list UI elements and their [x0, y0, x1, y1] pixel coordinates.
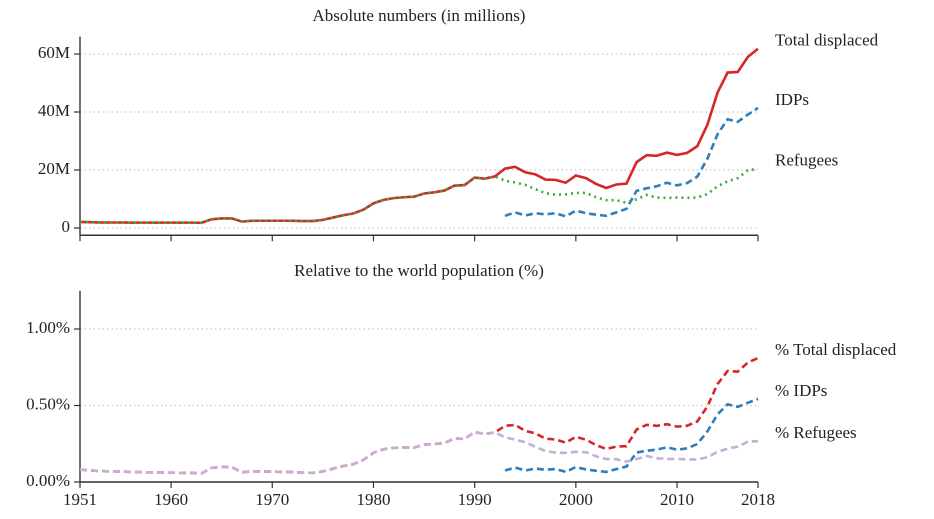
series-line — [79, 47, 759, 225]
chart-title: Relative to the world population (%) — [294, 261, 544, 280]
series-label: % IDPs — [775, 381, 827, 400]
y-tick-label: 0.50% — [26, 394, 70, 413]
x-tick-label: 2000 — [559, 490, 593, 509]
y-tick-label: 60M — [38, 43, 70, 62]
x-tick-label: 1980 — [356, 490, 390, 509]
x-tick-label: 2018 — [741, 490, 775, 509]
y-tick-label: 0 — [62, 217, 71, 236]
x-tick-label: 2010 — [660, 490, 694, 509]
y-tick-label: 20M — [38, 159, 70, 178]
series-label: IDPs — [775, 90, 809, 109]
x-tick-label: 1970 — [255, 490, 289, 509]
series-label: Refugees — [775, 151, 838, 170]
x-tick-label: 1990 — [458, 490, 492, 509]
chart-title: Absolute numbers (in millions) — [313, 6, 526, 25]
x-tick-label: 1960 — [154, 490, 188, 509]
series-line — [79, 430, 759, 475]
series-line — [504, 397, 759, 474]
x-tick-label: 1951 — [63, 490, 97, 509]
y-tick-label: 40M — [38, 101, 70, 120]
series-label: % Refugees — [775, 423, 857, 442]
y-tick-label: 1.00% — [26, 318, 70, 337]
y-tick-label: 0.00% — [26, 471, 70, 490]
series-line — [79, 356, 759, 475]
series-label: % Total displaced — [775, 340, 897, 359]
series-line — [504, 106, 759, 218]
series-label: Total displaced — [775, 31, 879, 50]
